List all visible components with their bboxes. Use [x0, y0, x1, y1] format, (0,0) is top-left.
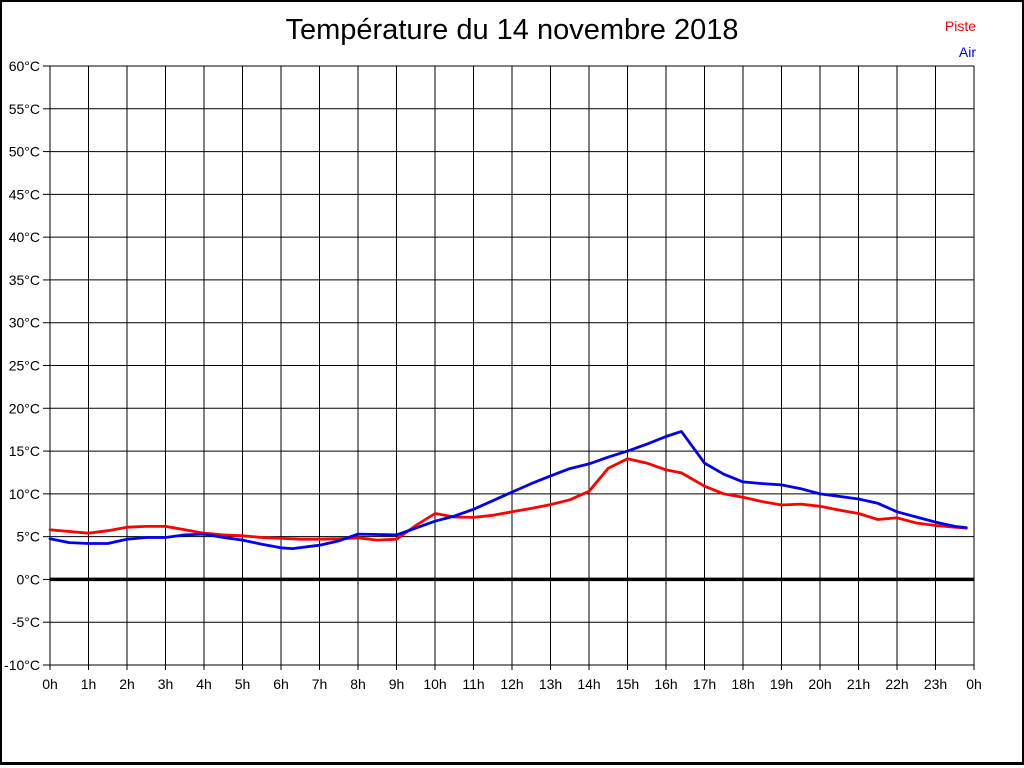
svg-text:50°C: 50°C: [9, 144, 40, 160]
svg-text:2h: 2h: [119, 676, 135, 692]
svg-text:55°C: 55°C: [9, 101, 40, 117]
series-piste: [48, 457, 968, 542]
svg-text:-5°C: -5°C: [12, 614, 40, 630]
svg-text:5°C: 5°C: [17, 529, 41, 545]
legend-item-air: Air: [945, 39, 976, 65]
svg-text:0°C: 0°C: [17, 571, 41, 587]
svg-text:4h: 4h: [196, 676, 212, 692]
svg-text:10h: 10h: [423, 676, 446, 692]
series-air: [48, 429, 968, 550]
svg-text:20h: 20h: [808, 676, 831, 692]
svg-text:13h: 13h: [539, 676, 562, 692]
svg-text:30°C: 30°C: [9, 315, 40, 331]
svg-text:22h: 22h: [885, 676, 908, 692]
svg-text:23h: 23h: [924, 676, 947, 692]
svg-text:17h: 17h: [693, 676, 716, 692]
svg-text:12h: 12h: [500, 676, 523, 692]
legend-label-piste: Piste: [944, 18, 976, 34]
legend-item-piste: Piste: [945, 13, 976, 39]
svg-text:15h: 15h: [616, 676, 639, 692]
svg-text:9h: 9h: [389, 676, 405, 692]
svg-text:60°C: 60°C: [9, 58, 40, 74]
svg-text:16h: 16h: [654, 676, 677, 692]
svg-text:0h: 0h: [966, 676, 982, 692]
svg-text:7h: 7h: [312, 676, 328, 692]
chart-legend: Piste Air: [945, 13, 976, 65]
svg-text:18h: 18h: [731, 676, 754, 692]
svg-text:19h: 19h: [770, 676, 793, 692]
legend-label-air: Air: [958, 44, 976, 60]
svg-text:25°C: 25°C: [9, 358, 40, 374]
svg-text:20°C: 20°C: [9, 400, 40, 416]
svg-text:40°C: 40°C: [9, 229, 40, 245]
svg-text:3h: 3h: [158, 676, 174, 692]
svg-text:35°C: 35°C: [9, 272, 40, 288]
svg-text:-10°C: -10°C: [4, 657, 40, 673]
svg-text:8h: 8h: [350, 676, 366, 692]
svg-text:11h: 11h: [462, 676, 484, 692]
svg-text:14h: 14h: [577, 676, 600, 692]
svg-text:10°C: 10°C: [9, 486, 40, 502]
svg-text:45°C: 45°C: [9, 186, 40, 202]
chart-title: Température du 14 novembre 2018: [285, 14, 739, 46]
svg-text:21h: 21h: [847, 676, 870, 692]
svg-text:6h: 6h: [273, 676, 289, 692]
svg-text:5h: 5h: [235, 676, 251, 692]
svg-text:0h: 0h: [42, 676, 58, 692]
svg-text:1h: 1h: [81, 676, 97, 692]
svg-text:15°C: 15°C: [9, 443, 40, 459]
